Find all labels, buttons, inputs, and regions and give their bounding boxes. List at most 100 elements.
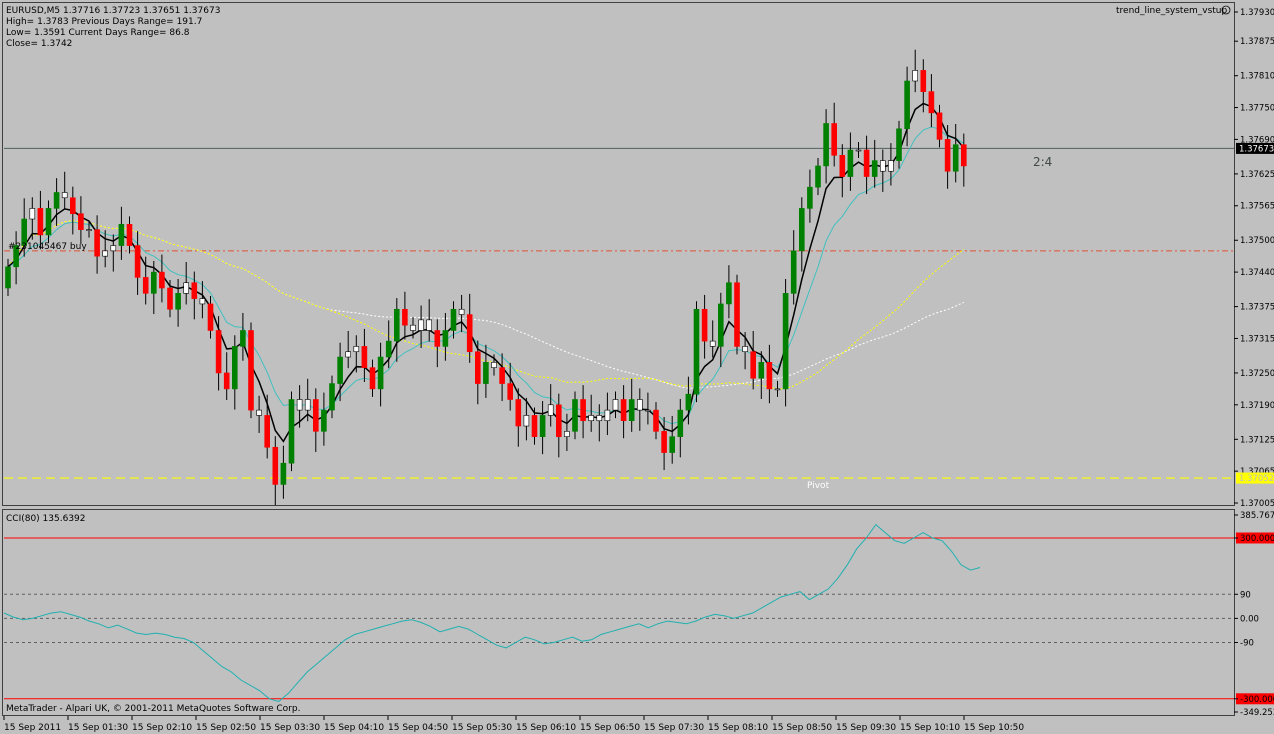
time-tick-label: 15 Sep 10:10 bbox=[900, 723, 960, 733]
candle-body bbox=[118, 224, 125, 246]
current-price-tag bbox=[1236, 142, 1274, 154]
time-tick-label: 15 Sep 09:30 bbox=[836, 723, 896, 733]
candle-body bbox=[531, 415, 538, 437]
candle-body bbox=[215, 330, 222, 374]
time-tick-label: 15 Sep 08:50 bbox=[772, 723, 832, 733]
candle-body bbox=[952, 144, 959, 172]
candle-body bbox=[199, 298, 206, 305]
candle-body bbox=[21, 218, 28, 246]
price-tick-label: 1.37065 bbox=[1240, 467, 1274, 477]
candle-body bbox=[434, 330, 441, 347]
price-axis: 1.379301.378751.378101.377501.376901.376… bbox=[1234, 8, 1274, 509]
candle-body bbox=[248, 330, 254, 411]
candle-body bbox=[466, 314, 473, 353]
time-tick-label: 15 Sep 08:10 bbox=[708, 723, 768, 733]
pivot-price-value: 1.37052 bbox=[1239, 474, 1274, 484]
price-panel-frame bbox=[2, 2, 1235, 506]
candle-body bbox=[653, 409, 659, 432]
candle-body bbox=[288, 399, 295, 464]
candle-body bbox=[442, 330, 449, 347]
candle-body bbox=[790, 250, 797, 294]
candle-body bbox=[393, 308, 400, 342]
candle-body bbox=[86, 229, 92, 231]
candle-body bbox=[847, 149, 854, 177]
cci-tick-tag bbox=[1236, 693, 1274, 705]
candle-body bbox=[345, 351, 352, 358]
header-line-2: High= 1.3783 Previous Days Range= 191.7 bbox=[6, 17, 202, 27]
cci-axis: 385.7670 300.0000 90 0.00 -90 -300.0000 -349.2… bbox=[1234, 511, 1274, 718]
candle-body bbox=[960, 144, 967, 167]
candle-body bbox=[645, 409, 651, 412]
candle-body bbox=[78, 213, 84, 230]
candle-body bbox=[831, 123, 838, 156]
candle-body bbox=[474, 351, 481, 384]
candle-body bbox=[491, 362, 497, 368]
cci-tick-tag bbox=[1236, 532, 1274, 544]
candle-body bbox=[151, 271, 157, 294]
candle-body bbox=[191, 282, 198, 299]
header-line-1: EURUSD,M5 1.37716 1.37723 1.37651 1.3767… bbox=[6, 6, 220, 16]
candle-body bbox=[774, 388, 781, 391]
price-tick-label: 1.37930 bbox=[1240, 8, 1274, 18]
candle-body bbox=[256, 409, 262, 416]
candle-body bbox=[815, 165, 821, 188]
candle-body bbox=[596, 415, 603, 422]
candle-body bbox=[507, 383, 514, 400]
header-line-3: Low= 1.3591 Current Days Range= 86.8 bbox=[6, 28, 190, 38]
time-tick-label: 15 Sep 04:50 bbox=[388, 723, 448, 733]
candle-body bbox=[904, 80, 910, 130]
time-tick-label: 15 Sep 07:30 bbox=[644, 723, 704, 733]
candle-body bbox=[782, 293, 789, 390]
price-tick-label: 1.37565 bbox=[1240, 202, 1274, 212]
candle-body bbox=[717, 303, 724, 347]
smiley-icon bbox=[1221, 5, 1231, 15]
candle-body bbox=[863, 149, 870, 177]
candle-body bbox=[296, 399, 303, 411]
candles bbox=[5, 49, 967, 506]
candle-body bbox=[798, 208, 805, 252]
candle-body bbox=[564, 431, 570, 437]
candle-body bbox=[167, 287, 173, 310]
candle-body bbox=[70, 197, 76, 215]
candle-body bbox=[693, 308, 700, 395]
candle-body bbox=[912, 70, 919, 82]
candle-body bbox=[37, 208, 44, 236]
candle-body bbox=[369, 367, 376, 390]
cci-tick-label: -300.0000 bbox=[1240, 695, 1274, 705]
candle-body bbox=[588, 415, 595, 422]
candle-body bbox=[312, 399, 319, 432]
cci-tick-label: 300.0000 bbox=[1240, 534, 1274, 544]
candle-body bbox=[677, 409, 684, 437]
time-tick-label: 15 Sep 03:30 bbox=[260, 723, 320, 733]
cci-tick-label: 0.00 bbox=[1240, 614, 1259, 624]
cci-title: CCI(80) 135.6392 bbox=[6, 514, 86, 524]
candle-body bbox=[572, 399, 578, 432]
time-axis: 15 Sep 2011 15 Sep 01:30 15 Sep 02:10 15 Se… bbox=[3, 716, 1024, 733]
candle-body bbox=[13, 245, 19, 268]
candle-body bbox=[742, 346, 748, 353]
candle-body bbox=[888, 160, 894, 172]
cci-tick-label: 385.7670 bbox=[1240, 511, 1274, 521]
candle-body bbox=[418, 319, 424, 331]
candle-body bbox=[353, 346, 360, 353]
candle-body bbox=[855, 149, 862, 152]
candle-body bbox=[661, 431, 667, 453]
price-tick-label: 1.37625 bbox=[1240, 170, 1274, 180]
copyright: MetaTrader - Alpari UK, © 2001-2011 Meta… bbox=[6, 704, 300, 714]
price-tick-label: 1.37250 bbox=[1240, 369, 1274, 379]
candle-body bbox=[304, 399, 311, 411]
candle-body bbox=[547, 404, 554, 416]
price-tick-label: 1.37690 bbox=[1240, 135, 1274, 145]
header-line-4: Close= 1.3742 bbox=[6, 39, 72, 49]
candle-body bbox=[94, 229, 100, 257]
time-tick-label: 15 Sep 2011 bbox=[4, 723, 61, 733]
price-tick-label: 1.37810 bbox=[1240, 72, 1274, 82]
candle-body bbox=[183, 282, 189, 294]
time-tick-label: 15 Sep 04:10 bbox=[324, 723, 384, 733]
candle-body bbox=[321, 409, 327, 432]
cci-tick-label: 90 bbox=[1240, 590, 1251, 600]
candle-body bbox=[807, 186, 813, 209]
candle-body bbox=[701, 308, 708, 342]
candle-body bbox=[823, 123, 829, 167]
candle-body bbox=[159, 271, 165, 289]
